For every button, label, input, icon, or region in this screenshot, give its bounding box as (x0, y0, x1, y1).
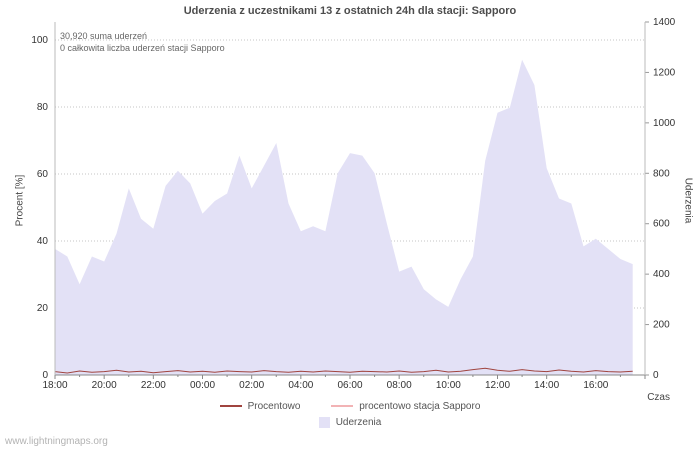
chart-title: Uderzenia z uczestnikami 13 z ostatnich … (183, 5, 517, 17)
legend-label-sapporo: procentowo stacja Sapporo (359, 401, 481, 412)
y-axis-label-left: Procent [%] (14, 174, 26, 227)
legend-item-procentowo: Procentowo (219, 399, 301, 415)
x-tick-label: 14:00 (534, 380, 559, 391)
legend-swatch-uderzenia (318, 416, 330, 428)
x-tick-label: 22:00 (141, 380, 166, 391)
legend-item-sapporo: procentowo stacja Sapporo (331, 399, 480, 415)
legend-label-uderzenia: Uderzenia (335, 417, 382, 428)
x-tick-label: 00:00 (190, 380, 215, 391)
x-tick-label: 02:00 (239, 380, 264, 391)
legend-swatch-sapporo (331, 405, 354, 408)
left-tick-label: 40 (37, 236, 49, 247)
x-tick-label: 04:00 (288, 380, 313, 391)
legend-row-2: Uderzenia (0, 415, 700, 431)
line-series-procentowo (54, 367, 633, 374)
legend-item-uderzenia: Uderzenia (318, 415, 382, 431)
right-tick-label: 1400 (653, 17, 676, 28)
x-tick-label: 12:00 (485, 380, 510, 391)
y-axis-label-right: Uderzenia (682, 177, 694, 224)
area-series-uderzenia (55, 59, 633, 376)
x-tick-label: 16:00 (583, 380, 608, 391)
left-tick-label: 60 (37, 169, 49, 180)
x-tick-label: 18:00 (42, 380, 67, 391)
legend-swatch-procentowo (219, 405, 242, 408)
x-axis-label: Czas (647, 392, 670, 403)
right-tick-label: 0 (653, 370, 659, 381)
left-tick-label: 20 (37, 303, 49, 314)
x-tick-label: 10:00 (436, 380, 461, 391)
legend-label-procentowo: Procentowo (247, 401, 301, 412)
legend-row-1: Procentowo procentowo stacja Sapporo (0, 399, 700, 415)
annotation-sum-strikes: 30,920 suma uderzeń (60, 31, 148, 41)
left-tick-label: 100 (31, 35, 48, 46)
right-tick-label: 800 (653, 168, 670, 179)
right-tick-label: 600 (653, 219, 670, 230)
right-tick-label: 400 (653, 269, 670, 280)
x-tick-label: 20:00 (92, 380, 117, 391)
left-tick-label: 80 (37, 102, 49, 113)
left-tick-label: 0 (42, 370, 48, 381)
watermark: www.lightningmaps.org (5, 436, 108, 447)
right-tick-label: 1200 (653, 67, 676, 78)
x-tick-label: 06:00 (337, 380, 362, 391)
right-tick-label: 1000 (653, 118, 676, 129)
legend: Procentowo procentowo stacja Sapporo Ude… (0, 399, 700, 431)
right-tick-label: 200 (653, 320, 670, 331)
annotation-station-strikes: 0 całkowita liczba uderzeń stacji Sappor… (60, 43, 225, 53)
x-tick-label: 08:00 (387, 380, 412, 391)
